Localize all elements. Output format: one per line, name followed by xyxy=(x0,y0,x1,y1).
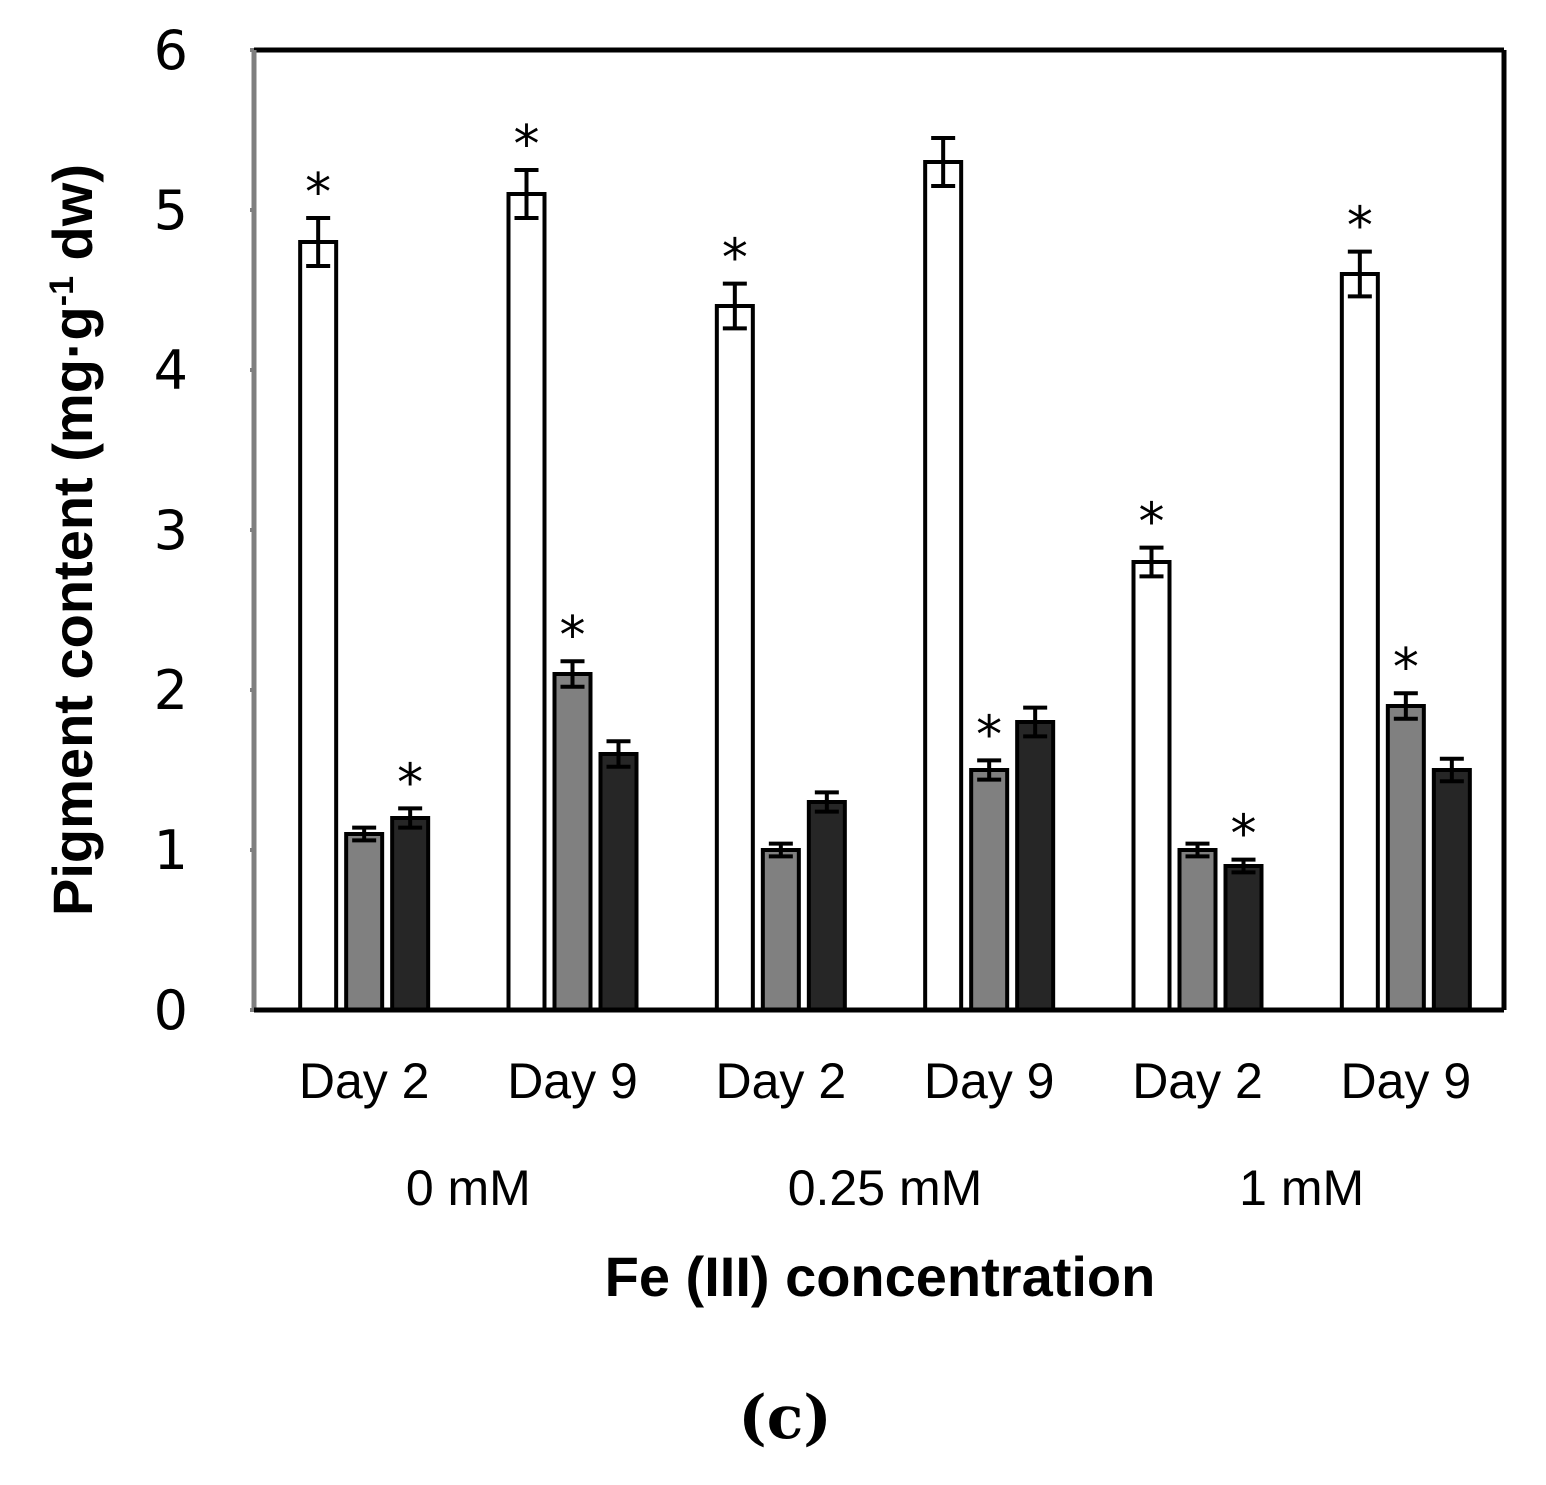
bar xyxy=(714,304,755,1012)
y-axis-title: Pigment content (mg·g-1 dw) xyxy=(41,164,104,916)
plot-frame-layer xyxy=(251,47,1507,1010)
x-category-label: Day 9 xyxy=(924,1053,1055,1109)
y-axis-title-suffix: dw) xyxy=(41,164,104,276)
significance-marker: * xyxy=(1393,638,1419,698)
y-tick-label: 4 xyxy=(154,339,188,402)
y-tick-label: 6 xyxy=(154,19,188,82)
bar xyxy=(969,768,1010,1012)
tick-layer: 0 1 2 3 4 5 6 Day 2 Day 9 Day 2 Day 9 Day 2 Day 9 0 m… xyxy=(154,19,1504,1216)
bar xyxy=(1223,864,1264,1012)
bar xyxy=(598,752,639,1012)
significance-marker: * xyxy=(976,705,1002,765)
y-tick-label: 0 xyxy=(154,979,188,1042)
significance-marker: * xyxy=(1347,197,1373,257)
bar xyxy=(806,800,847,1012)
x-category-label: Day 2 xyxy=(716,1053,847,1109)
bar xyxy=(1385,704,1426,1012)
bar xyxy=(1431,768,1472,1012)
y-axis-title-main: Pigment content (mg·g xyxy=(41,306,104,916)
bar xyxy=(1131,560,1172,1012)
x-group-label: 0.25 mM xyxy=(788,1160,983,1216)
significance-marker: * xyxy=(722,229,748,289)
bar xyxy=(1177,848,1218,1012)
bar xyxy=(923,160,964,1012)
bar-layer: * * * * * * * * * * xyxy=(298,115,1472,1012)
x-group-label: 0 mM xyxy=(406,1160,531,1216)
x-group-label: 1 mM xyxy=(1239,1160,1364,1216)
significance-marker: * xyxy=(305,163,331,223)
bar xyxy=(1015,720,1056,1012)
bar xyxy=(298,240,339,1012)
bar xyxy=(552,672,593,1012)
bar xyxy=(760,848,801,1012)
y-tick-label: 5 xyxy=(154,179,188,242)
significance-marker: * xyxy=(514,115,540,175)
x-category-label: Day 2 xyxy=(1132,1053,1263,1109)
bar xyxy=(390,816,431,1012)
bar xyxy=(1339,272,1380,1012)
significance-marker: * xyxy=(560,606,586,666)
x-category-label: Day 9 xyxy=(1341,1053,1472,1109)
y-tick-label: 3 xyxy=(154,499,188,562)
y-tick-label: 1 xyxy=(154,819,188,882)
x-category-label: Day 2 xyxy=(299,1053,430,1109)
panel-label: (c) xyxy=(738,1383,831,1453)
bar xyxy=(506,192,547,1012)
significance-marker: * xyxy=(397,753,423,813)
bar xyxy=(344,832,385,1012)
significance-marker: * xyxy=(1231,805,1257,865)
x-axis-title: Fe (III) concentration xyxy=(605,1245,1156,1308)
y-tick-label: 2 xyxy=(154,659,188,722)
x-category-label: Day 9 xyxy=(507,1053,638,1109)
y-axis-title-sup: -1 xyxy=(43,276,81,306)
significance-marker: * xyxy=(1139,493,1165,553)
